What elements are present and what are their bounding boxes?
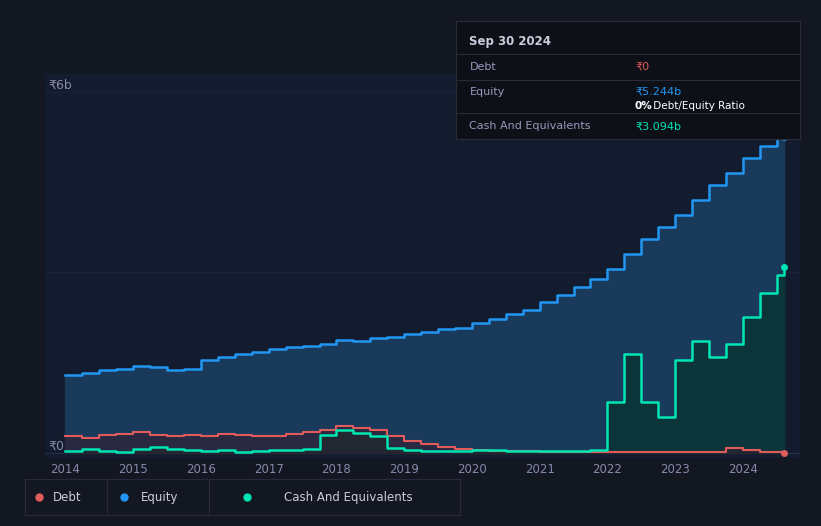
Text: ₹6b: ₹6b — [48, 79, 72, 92]
Text: ₹3.094b: ₹3.094b — [635, 122, 681, 132]
Text: Debt/Equity Ratio: Debt/Equity Ratio — [650, 101, 745, 112]
Text: ₹5.244b: ₹5.244b — [635, 87, 681, 97]
Text: Debt: Debt — [53, 491, 81, 503]
Text: Sep 30 2024: Sep 30 2024 — [470, 35, 552, 48]
Text: ₹0: ₹0 — [48, 440, 65, 453]
Text: Cash And Equivalents: Cash And Equivalents — [470, 122, 591, 132]
Text: 0%: 0% — [635, 101, 653, 112]
Text: Equity: Equity — [470, 87, 505, 97]
Text: ₹0: ₹0 — [635, 62, 649, 72]
Text: Equity: Equity — [140, 491, 178, 503]
Text: Debt: Debt — [470, 62, 496, 72]
Text: Cash And Equivalents: Cash And Equivalents — [285, 491, 413, 503]
